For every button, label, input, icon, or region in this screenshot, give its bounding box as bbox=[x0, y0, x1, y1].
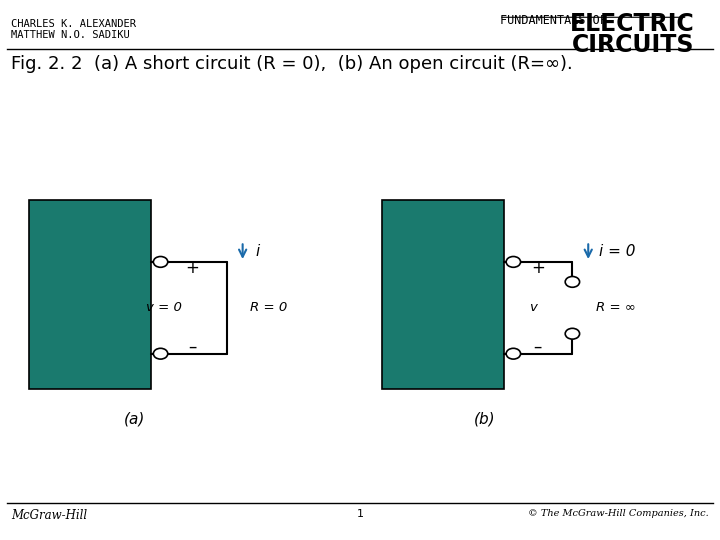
Bar bbox=[382, 200, 504, 389]
Circle shape bbox=[153, 256, 168, 267]
Text: +: + bbox=[531, 259, 545, 278]
Text: ELECTRIC: ELECTRIC bbox=[570, 12, 695, 36]
Circle shape bbox=[153, 348, 168, 359]
Text: i: i bbox=[256, 244, 260, 259]
Text: v = 0: v = 0 bbox=[145, 301, 181, 314]
Text: McGraw-Hill: McGraw-Hill bbox=[11, 509, 87, 522]
Circle shape bbox=[506, 348, 521, 359]
Circle shape bbox=[565, 328, 580, 339]
Text: R = ∞: R = ∞ bbox=[595, 301, 636, 314]
Circle shape bbox=[565, 276, 580, 287]
Text: Fig. 2. 2  (a) A short circuit (R = 0),  (b) An open circuit (R=∞).: Fig. 2. 2 (a) A short circuit (R = 0), (… bbox=[11, 55, 572, 73]
Text: +: + bbox=[185, 259, 199, 278]
Text: (a): (a) bbox=[125, 411, 145, 426]
Text: –: – bbox=[188, 338, 197, 356]
Bar bbox=[29, 200, 151, 389]
Circle shape bbox=[506, 256, 521, 267]
Text: FUNDAMENTALS OF: FUNDAMENTALS OF bbox=[500, 14, 607, 26]
Text: 1: 1 bbox=[356, 509, 364, 519]
Text: –: – bbox=[534, 338, 542, 356]
Text: v: v bbox=[529, 301, 536, 314]
Text: R = 0: R = 0 bbox=[250, 301, 287, 314]
Text: CIRCUITS: CIRCUITS bbox=[572, 33, 695, 57]
Text: MATTHEW N.O. SADIKU: MATTHEW N.O. SADIKU bbox=[11, 30, 130, 40]
Text: i = 0: i = 0 bbox=[599, 244, 636, 259]
Text: (b): (b) bbox=[473, 411, 495, 426]
Text: © The McGraw-Hill Companies, Inc.: © The McGraw-Hill Companies, Inc. bbox=[528, 509, 709, 518]
Text: CHARLES K. ALEXANDER: CHARLES K. ALEXANDER bbox=[11, 19, 136, 29]
